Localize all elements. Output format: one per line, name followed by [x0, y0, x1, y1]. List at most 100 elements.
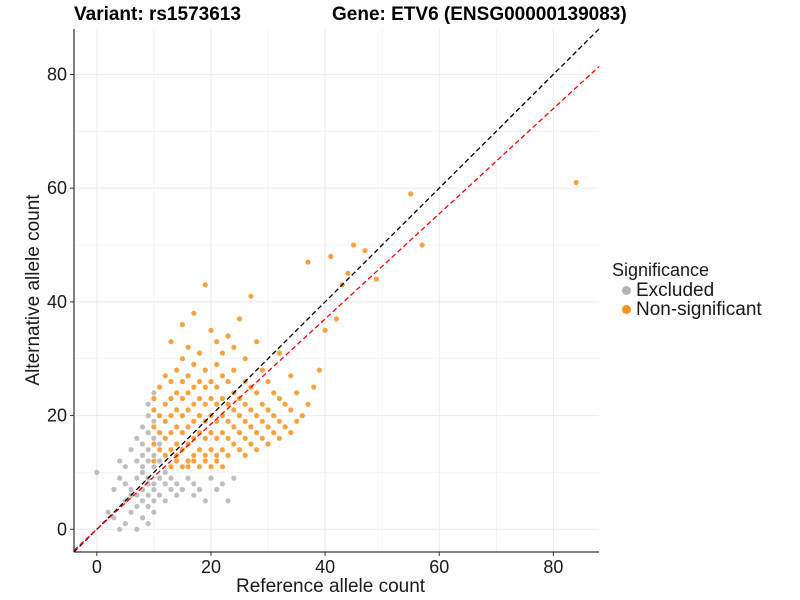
point-non-significant: [373, 276, 379, 282]
point-non-significant: [219, 430, 225, 436]
point-excluded: [157, 475, 163, 481]
point-non-significant: [191, 418, 197, 424]
point-non-significant: [214, 458, 220, 464]
point-non-significant: [174, 458, 180, 464]
point-non-significant: [254, 390, 260, 396]
point-excluded: [105, 509, 111, 515]
point-non-significant: [162, 418, 168, 424]
y-tick-label: 20: [47, 406, 67, 426]
point-excluded: [145, 503, 151, 510]
point-excluded: [151, 498, 157, 504]
point-non-significant: [225, 378, 231, 385]
point-excluded: [208, 475, 214, 481]
point-excluded: [139, 464, 146, 470]
point-non-significant: [305, 401, 311, 407]
point-non-significant: [208, 378, 214, 385]
point-non-significant: [294, 390, 300, 396]
point-non-significant: [328, 253, 334, 259]
point-non-significant: [185, 424, 191, 430]
point-excluded: [128, 447, 134, 453]
point-non-significant: [265, 407, 271, 413]
point-non-significant: [299, 413, 305, 419]
point-non-significant: [219, 464, 225, 470]
legend-key-excluded: [622, 286, 631, 295]
point-non-significant: [248, 293, 254, 299]
point-non-significant: [196, 464, 203, 470]
point-non-significant: [202, 282, 208, 288]
point-non-significant: [179, 378, 185, 385]
reference-line-fit: [73, 66, 600, 551]
point-excluded: [145, 447, 151, 453]
point-excluded: [134, 458, 140, 464]
point-excluded: [151, 452, 157, 458]
point-non-significant: [419, 242, 425, 248]
point-non-significant: [168, 430, 174, 436]
point-non-significant: [288, 373, 294, 379]
point-non-significant: [351, 242, 357, 248]
point-excluded: [139, 424, 146, 430]
point-non-significant: [362, 248, 368, 254]
point-non-significant: [214, 361, 220, 367]
point-excluded: [151, 509, 157, 515]
x-tick-label: 80: [543, 557, 563, 577]
point-non-significant: [174, 441, 180, 447]
point-excluded: [162, 498, 168, 504]
point-non-significant: [214, 452, 220, 458]
point-non-significant: [322, 327, 328, 333]
point-non-significant: [573, 179, 579, 186]
point-non-significant: [191, 310, 197, 316]
point-non-significant: [157, 447, 163, 453]
point-non-significant: [174, 424, 180, 430]
legend-title: Significance: [612, 260, 710, 280]
point-non-significant: [242, 435, 248, 441]
point-excluded: [162, 481, 168, 487]
point-non-significant: [202, 452, 208, 458]
point-non-significant: [259, 367, 265, 373]
point-non-significant: [151, 424, 157, 430]
point-non-significant: [202, 384, 208, 390]
point-non-significant: [196, 378, 203, 385]
point-non-significant: [305, 259, 311, 265]
point-non-significant: [208, 430, 214, 436]
point-excluded: [145, 413, 151, 419]
point-non-significant: [196, 447, 203, 453]
point-excluded: [128, 486, 134, 493]
point-non-significant: [254, 339, 260, 345]
point-excluded: [225, 498, 231, 504]
point-non-significant: [151, 441, 157, 447]
point-non-significant: [214, 401, 220, 407]
point-non-significant: [231, 441, 237, 447]
point-excluded: [122, 464, 128, 470]
point-non-significant: [168, 378, 174, 385]
point-non-significant: [282, 424, 288, 430]
point-non-significant: [191, 384, 197, 390]
point-non-significant: [185, 458, 191, 464]
point-excluded: [151, 464, 157, 470]
point-excluded: [157, 458, 163, 464]
point-non-significant: [231, 344, 237, 350]
point-non-significant: [174, 390, 180, 396]
point-non-significant: [248, 407, 254, 413]
axes: [73, 29, 599, 553]
chart-title-gene: Gene: ETV6 (ENSG00000139083): [332, 4, 627, 25]
y-tick-label: 0: [57, 519, 67, 539]
point-excluded: [151, 481, 157, 487]
legend-item-non-significant: Non-significant: [612, 300, 762, 319]
point-non-significant: [225, 435, 231, 441]
point-excluded: [157, 492, 163, 498]
point-non-significant: [157, 413, 163, 419]
point-excluded: [122, 521, 128, 527]
point-non-significant: [202, 458, 208, 464]
point-non-significant: [214, 339, 220, 345]
point-non-significant: [196, 395, 203, 402]
point-excluded: [151, 390, 157, 396]
y-tick-label: 40: [47, 292, 67, 312]
point-excluded: [145, 430, 151, 436]
point-excluded: [117, 475, 123, 481]
point-non-significant: [276, 418, 282, 424]
point-non-significant: [276, 350, 282, 356]
x-tick-label: 60: [429, 557, 449, 577]
point-excluded: [151, 486, 157, 493]
point-non-significant: [254, 413, 260, 419]
